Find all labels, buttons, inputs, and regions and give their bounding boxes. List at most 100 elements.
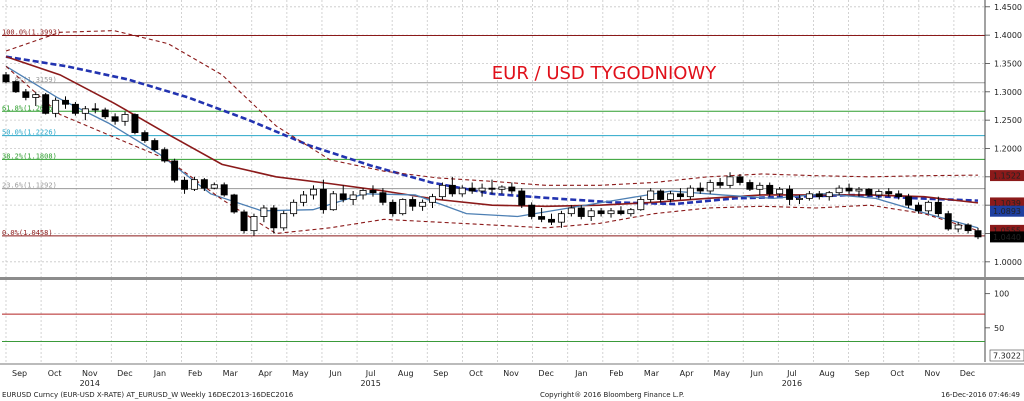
candle [597, 207, 605, 217]
candle [974, 227, 982, 240]
candle [62, 96, 69, 109]
candle [290, 199, 298, 217]
candle [171, 158, 179, 183]
x-tick-label: Oct [48, 369, 62, 378]
x-tick-label: Nov [925, 369, 941, 378]
candle [200, 177, 208, 191]
candle-body [458, 187, 466, 195]
candle-body [52, 99, 60, 114]
candle-body [448, 184, 456, 195]
candle-body [736, 176, 744, 183]
x-tick-label: Nov [503, 369, 519, 378]
candle-body [71, 103, 79, 114]
candle-body [309, 188, 317, 196]
candle-body [329, 193, 337, 211]
candle-body [468, 187, 476, 192]
candle [746, 179, 754, 191]
candle-body [657, 190, 665, 200]
y-tick-label: 1.3000 [994, 88, 1022, 97]
candle-body [865, 188, 873, 196]
candle-body [637, 199, 645, 211]
candle [22, 88, 30, 101]
x-tick-label: Sep [433, 369, 448, 378]
candle [419, 199, 427, 211]
candle [786, 185, 794, 206]
candle [91, 103, 99, 114]
candle-body [250, 216, 258, 232]
candle [567, 205, 575, 217]
candle [339, 185, 347, 203]
candle-body [389, 201, 397, 215]
candle-body [379, 192, 387, 203]
fib-level-label: 38.2%(1.1808) [2, 152, 57, 160]
candle-body [111, 116, 119, 122]
candle-body [597, 210, 605, 215]
candle [885, 188, 893, 197]
candle-body [488, 187, 496, 190]
candle-body [359, 190, 367, 196]
rsi-value-label: 7.3022 [993, 352, 1021, 361]
candle [250, 213, 258, 236]
y-tick-label: 1.0000 [994, 258, 1022, 267]
candle [964, 223, 972, 234]
candle [795, 194, 803, 205]
x-tick-label: Sep [12, 369, 27, 378]
price-tag [990, 170, 1024, 182]
candle-body [954, 224, 962, 230]
candle [587, 207, 595, 222]
candle [686, 185, 694, 200]
candle-body [181, 179, 189, 190]
candle-body [587, 210, 595, 217]
candle-body [895, 193, 903, 198]
price-tag-label: 1.1522 [993, 172, 1021, 181]
rsi-value-tag [989, 349, 1024, 362]
candle [458, 185, 466, 197]
x-tick-label: Jul [786, 369, 797, 378]
candle [647, 188, 655, 203]
candle-body [230, 194, 238, 213]
candle [875, 189, 883, 199]
candle [399, 198, 407, 216]
candle [131, 113, 139, 135]
candle [240, 209, 248, 234]
candle [538, 207, 546, 223]
candle [637, 196, 645, 211]
candle [667, 190, 675, 203]
candle [309, 185, 317, 200]
candle-body [429, 196, 436, 203]
candle [52, 97, 60, 118]
candle [845, 183, 853, 194]
candle [190, 176, 198, 191]
candle-body [716, 182, 724, 186]
candle [726, 172, 734, 189]
fib-level-label: 50.0%(1.2226) [2, 129, 57, 137]
x-tick-label: Jan [574, 369, 587, 378]
x-tick-label: Dec [117, 369, 132, 378]
price-tag-label: 1.0555 [993, 226, 1021, 235]
candle-body [607, 210, 615, 215]
candle [429, 193, 436, 208]
rsi-y-tick-label: 50 [994, 324, 1004, 333]
candle-body [815, 193, 823, 198]
candle [300, 190, 308, 207]
candle [121, 111, 129, 126]
candle [438, 182, 446, 200]
price-tag [990, 205, 1024, 217]
x-tick-label: May [292, 369, 309, 378]
rsi-y-tick-label: 100 [994, 290, 1009, 299]
footer-timestamp-text: 16-Dec-2016 07:46:49 [941, 391, 1020, 399]
y-tick-label: 1.4000 [994, 31, 1022, 40]
x-tick-label: Jun [328, 369, 342, 378]
candle-body [339, 193, 347, 200]
candle-body [101, 109, 109, 118]
candle [855, 187, 863, 197]
candle [607, 207, 615, 218]
candle [924, 200, 932, 214]
x-year-label: 2014 [80, 379, 100, 388]
candle-body [508, 186, 516, 192]
candle [230, 193, 238, 214]
candle [825, 190, 833, 201]
candle-body [141, 132, 149, 141]
candle-body [905, 196, 913, 206]
x-tick-label: Mar [223, 369, 239, 378]
